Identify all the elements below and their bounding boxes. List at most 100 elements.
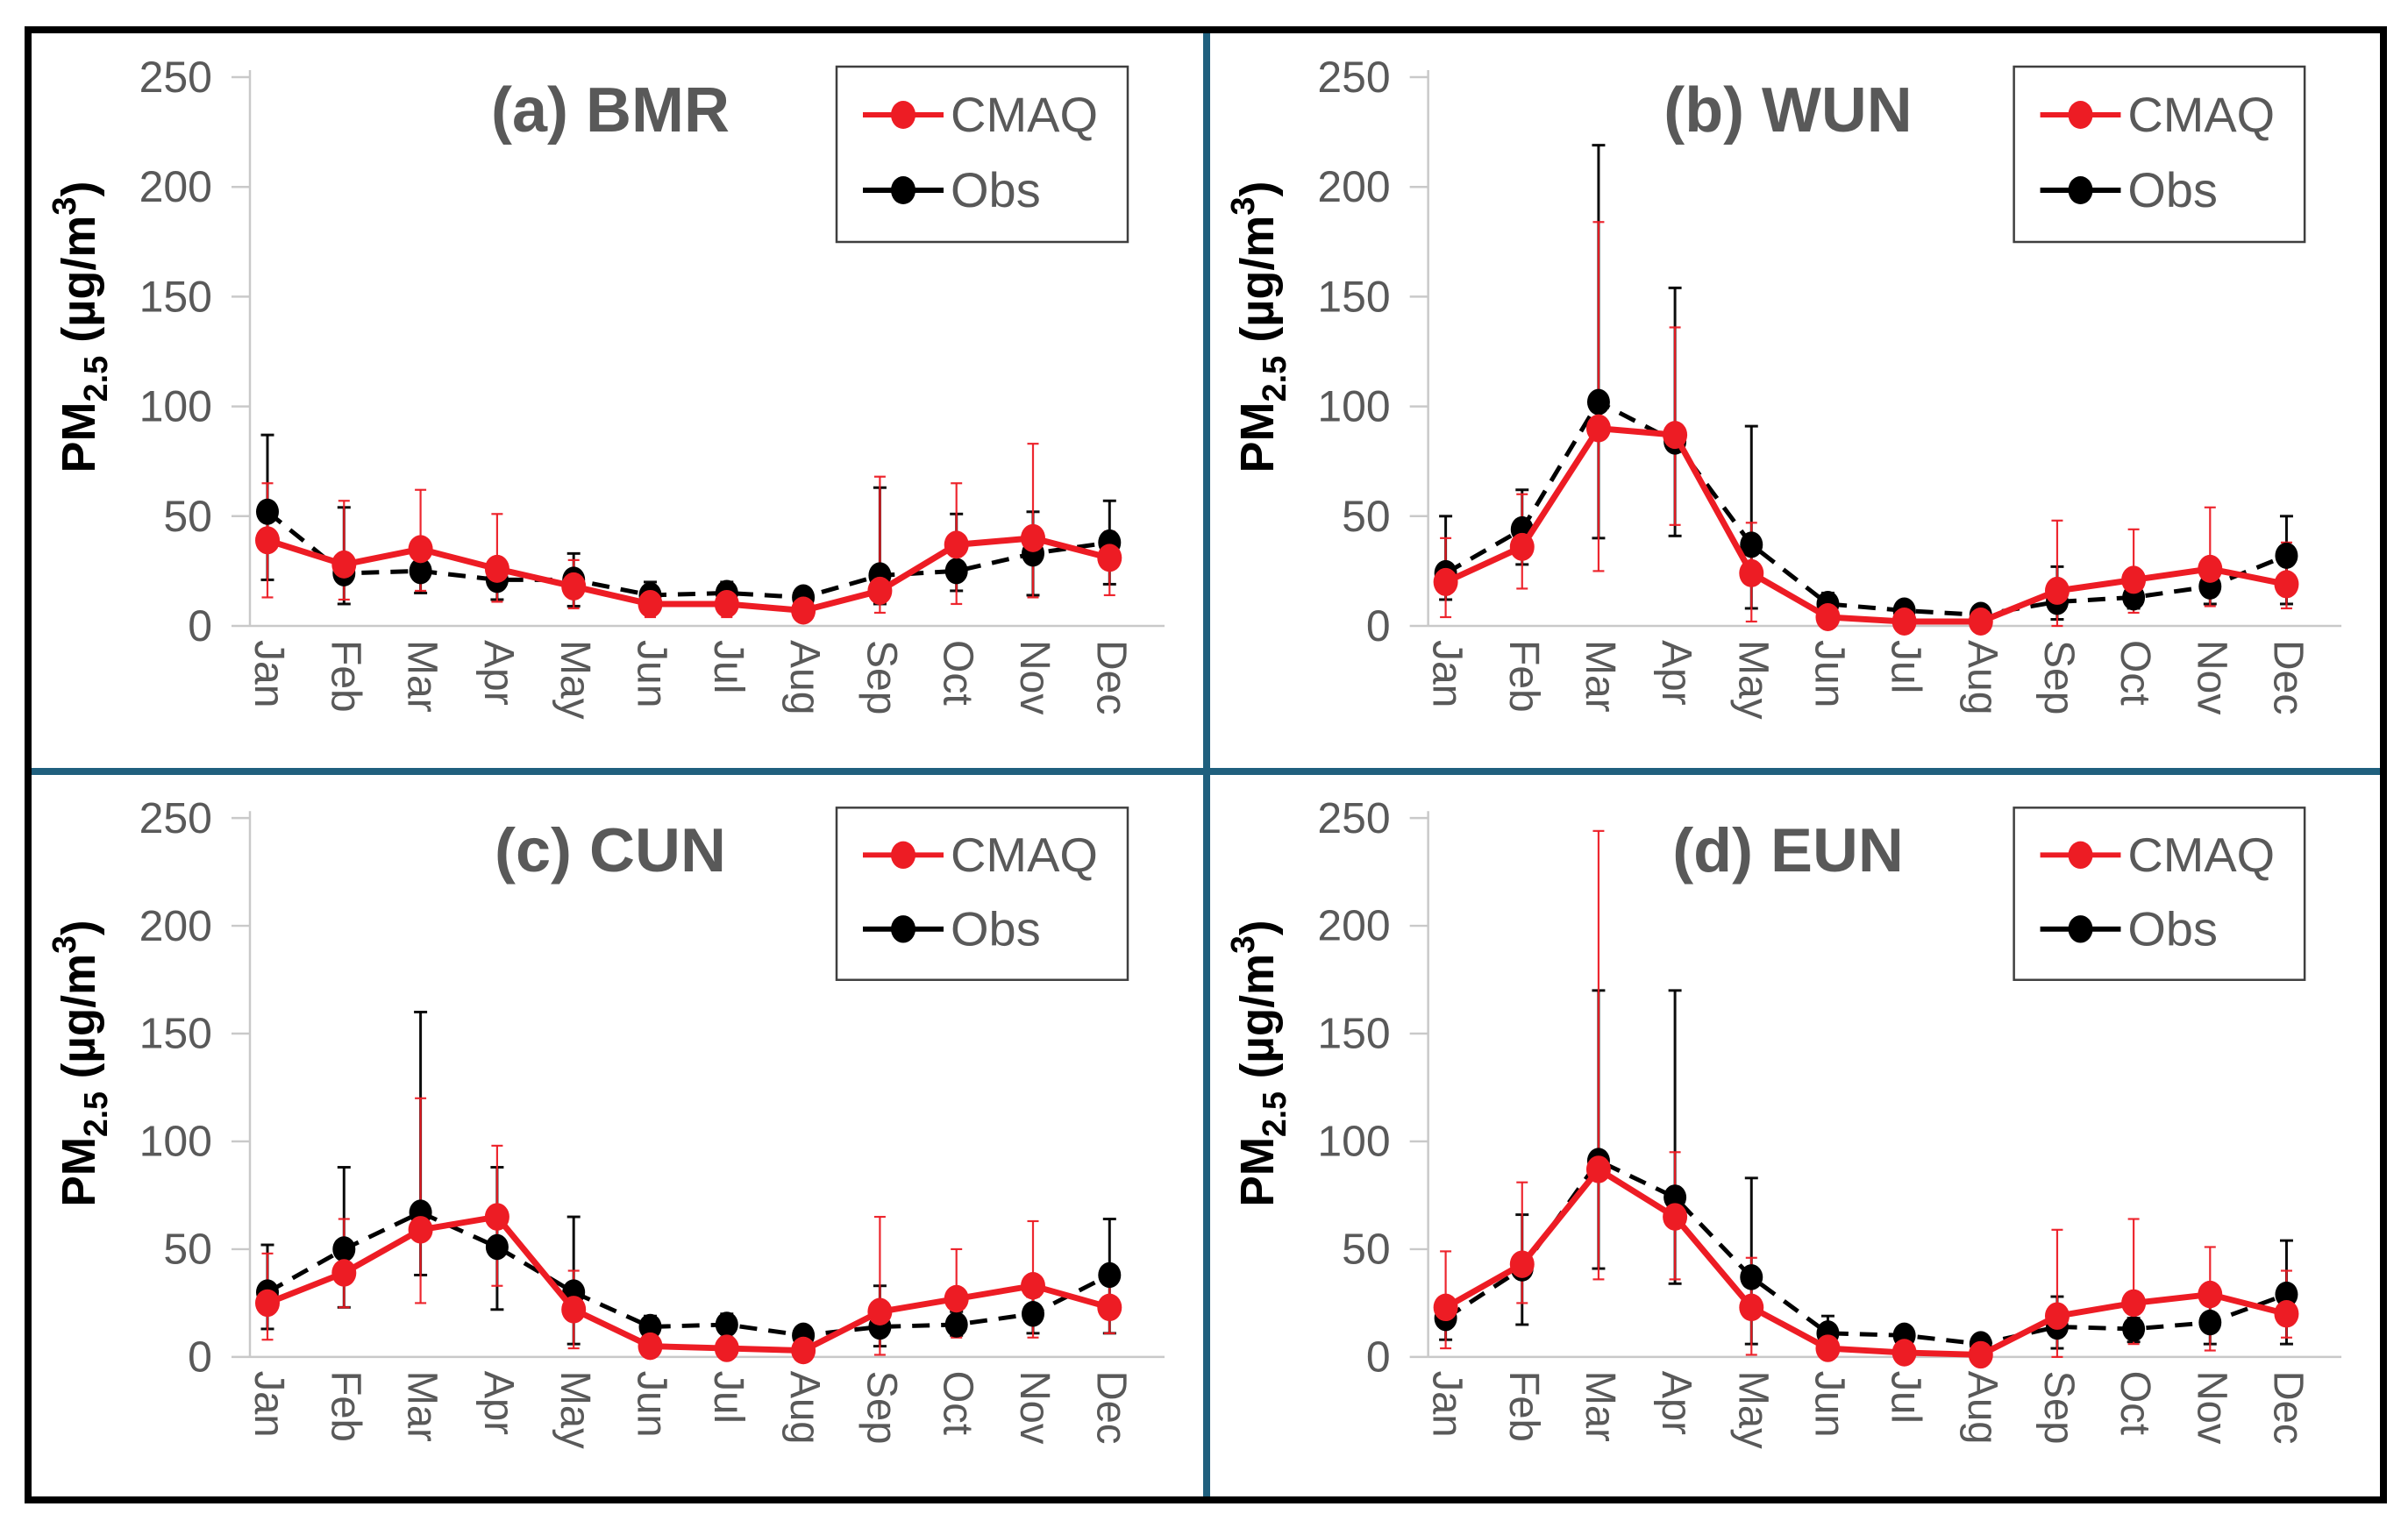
data-point: [1097, 544, 1122, 572]
data-point: [638, 1313, 662, 1340]
series-markers-cmaq: [1433, 414, 2299, 636]
y-tick-label: 200: [139, 901, 212, 949]
series-line-cmaq: [266, 1213, 1111, 1354]
data-point: [2121, 565, 2147, 594]
y-tick-label: 50: [1342, 1226, 1391, 1274]
panel-d-eun: 0 50 100 150 200 250 PM2.5 (µg/m3) Jan Feb Mar Apr…: [1210, 775, 2380, 1496]
x-tick-label: Dec: [2264, 1371, 2311, 1445]
series-line-obs: [266, 509, 1110, 600]
data-point: [714, 1334, 739, 1362]
data-point: [1891, 607, 1917, 636]
data-point: [1968, 1340, 1993, 1369]
data-point: [1740, 531, 1763, 558]
data-point: [484, 1203, 509, 1231]
chart-svg-d: 0 50 100 150 200 250 PM2.5 (µg/m3) Jan Feb Mar Apr…: [1224, 794, 2342, 1449]
data-point: [1663, 1203, 1688, 1231]
x-tick-label: Nov: [2188, 1371, 2234, 1445]
panel-title: (a) BMR: [491, 75, 730, 146]
x-tick-label: Apr: [1653, 640, 1699, 706]
data-point: [944, 1311, 968, 1338]
data-point: [1021, 523, 1045, 552]
x-tick-label: Jun: [629, 640, 675, 707]
x-axis-labels: Jan Feb Mar Apr May Jun Jul Aug Sep Oct Nov Dec: [246, 1371, 1135, 1449]
data-point: [1739, 558, 1764, 587]
legend: CMAQ Obs: [2013, 65, 2306, 244]
legend-box: [2013, 65, 2306, 244]
x-axis-labels: Jan Feb Mar Apr May Jun Jul Aug Sep Oct Nov Dec: [1424, 1371, 2312, 1449]
legend-label: Obs: [2127, 902, 2218, 956]
y-axis-title: PM2.5 (µg/m3): [46, 920, 114, 1206]
x-tick-label: Nov: [2188, 640, 2234, 714]
data-point: [1433, 567, 1458, 596]
chart-svg-b: 0 50 100 150 200 250 PM2.5 (µg/m3) Jan Feb Mar Apr…: [1225, 53, 2342, 720]
figure-border: 0 50 100 150 200 250 PM2.5 (µg/m3) Jan Feb Mar Apr…: [25, 26, 2387, 1503]
series-markers-obs: [1434, 388, 2298, 629]
legend-label: CMAQ: [2127, 87, 2275, 142]
x-tick-label: Apr: [475, 640, 522, 706]
legend-marker-icon: [891, 176, 915, 204]
x-tick-label: Feb: [1500, 640, 1547, 713]
data-point: [2275, 1281, 2298, 1308]
x-tick-label: May: [1729, 1371, 1776, 1449]
error-bars-cmaq: [1440, 221, 2292, 628]
legend-box: [2013, 807, 2306, 981]
x-tick-label: Jun: [628, 1371, 674, 1438]
data-point: [867, 576, 893, 605]
data-point: [2274, 570, 2299, 599]
y-axis: 0 50 100 150 200 250: [1317, 53, 2342, 650]
x-tick-label: Jul: [1883, 640, 1929, 693]
y-axis-title: PM2.5 (µg/m3): [1224, 920, 1293, 1206]
x-tick-label: Apr: [475, 1371, 522, 1436]
series-markers-cmaq: [255, 1203, 1122, 1365]
y-tick-label: 0: [1366, 1333, 1391, 1382]
legend-label: Obs: [951, 162, 1041, 217]
x-tick-label: Mar: [399, 640, 445, 713]
y-tick-label: 0: [188, 601, 212, 650]
x-tick-label: Jun: [1806, 640, 1852, 707]
x-tick-label: Nov: [1011, 1371, 1058, 1445]
y-tick-label: 150: [139, 272, 212, 321]
y-tick-label: 100: [1317, 1118, 1390, 1166]
x-tick-label: Jan: [246, 640, 292, 707]
y-tick-label: 0: [188, 1333, 212, 1381]
series-line-cmaq: [1443, 1165, 2288, 1358]
y-axis: 0 50 100 150 200 250: [1317, 794, 2342, 1382]
panel-divider-horizontal: [32, 768, 2380, 775]
data-point: [944, 530, 969, 559]
y-tick-label: 150: [1317, 1010, 1390, 1058]
series-markers-cmaq: [1433, 1155, 2299, 1369]
y-tick-label: 150: [139, 1009, 212, 1057]
data-point: [2044, 1302, 2070, 1330]
data-point: [715, 1311, 738, 1338]
y-tick-label: 200: [1317, 162, 1390, 211]
data-point: [256, 498, 279, 525]
data-point: [561, 1296, 587, 1324]
data-point: [1815, 1334, 1841, 1362]
legend-marker-icon: [2068, 101, 2093, 129]
data-point: [331, 1259, 357, 1287]
y-axis: 0 50 100 150 200 250: [139, 793, 1165, 1381]
series-line-obs: [266, 1210, 1111, 1338]
data-point: [1021, 1272, 1045, 1300]
x-tick-label: Apr: [1653, 1371, 1699, 1436]
data-point: [1815, 602, 1841, 631]
y-axis-title: PM2.5 (µg/m3): [46, 181, 115, 473]
chart-svg-c: 0 50 100 150 200 250 PM2.5 (µg/m3) Jan Feb Mar Apr…: [46, 793, 1165, 1449]
legend-marker-icon: [891, 841, 915, 870]
data-point: [1968, 607, 1993, 636]
legend-label: CMAQ: [951, 828, 1098, 881]
series-line-cmaq: [266, 535, 1111, 615]
data-point: [714, 589, 739, 618]
x-tick-label: Dec: [1087, 640, 1134, 714]
panel-c-cun: 0 50 100 150 200 250 PM2.5 (µg/m3) Jan Feb Mar Apr…: [32, 775, 1203, 1496]
data-point: [791, 1336, 816, 1365]
x-tick-label: Sep: [2035, 1371, 2082, 1445]
series-line-cmaq: [1444, 424, 2288, 625]
x-tick-label: Jan: [1424, 640, 1471, 707]
x-tick-label: Jul: [705, 1371, 752, 1424]
data-point: [2274, 1300, 2299, 1328]
data-point: [1509, 532, 1535, 561]
x-tick-label: Feb: [322, 640, 368, 713]
x-tick-label: May: [1729, 640, 1776, 720]
data-point: [1585, 1155, 1611, 1183]
